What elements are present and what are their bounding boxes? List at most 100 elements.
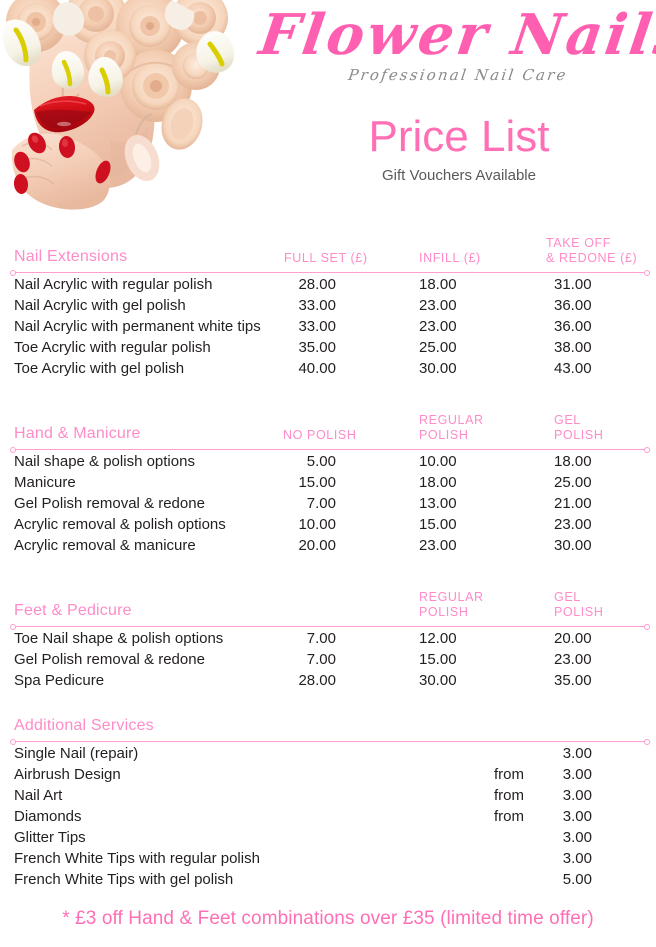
- table-row: French White Tips with gel polish 5.00: [0, 871, 656, 892]
- price-col-3: 21.00: [554, 495, 592, 512]
- price-col-1: 7.00: [306, 651, 336, 668]
- table-row: Toe Nail shape & polish options 7.00 12.…: [0, 630, 656, 651]
- divider-knob-right-icon: [644, 738, 650, 745]
- hand-with-red-nails: [11, 132, 111, 210]
- divider-bar: [15, 626, 645, 627]
- from-label: from: [494, 787, 524, 804]
- column-header-3: TAKE OFF & REDONE (£): [546, 236, 638, 265]
- table-row: Gel Polish removal & redone 7.00 13.00 2…: [0, 495, 656, 516]
- from-label: from: [494, 808, 524, 825]
- table-row: Acrylic removal & polish options 10.00 1…: [0, 516, 656, 537]
- divider-knob-right-icon: [644, 623, 650, 630]
- price-amount: 3.00: [562, 766, 592, 783]
- section-divider: [10, 268, 650, 277]
- divider-bar: [15, 741, 645, 742]
- price-col-1: 7.00: [306, 630, 336, 647]
- service-label: Nail Acrylic with permanent white tips: [14, 318, 261, 335]
- section-feet-pedicure: Feet & Pedicure REGULAR POLISH GEL POLIS…: [0, 576, 656, 693]
- divider-knob-right-icon: [644, 269, 650, 276]
- service-label: Nail shape & polish options: [14, 453, 195, 470]
- column-header-2: INFILL (£): [419, 251, 481, 265]
- section-divider: [10, 737, 650, 746]
- from-label: from: [494, 766, 524, 783]
- page-title: Price List: [368, 112, 550, 161]
- column-header-1: NO POLISH: [283, 428, 357, 442]
- table-row: Airbrush Design from 3.00: [0, 766, 656, 787]
- price-col-2: 10.00: [419, 453, 457, 470]
- section-divider: [10, 445, 650, 454]
- price-col-1: 20.00: [298, 537, 336, 554]
- table-row: Diamonds from 3.00: [0, 808, 656, 829]
- price-col-1: 33.00: [298, 297, 336, 314]
- price-col-3: 30.00: [554, 537, 592, 554]
- price-col-1: 28.00: [298, 276, 336, 293]
- table-row: Gel Polish removal & redone 7.00 15.00 2…: [0, 651, 656, 672]
- table-row: Nail Acrylic with gel polish 33.00 23.00…: [0, 297, 656, 318]
- table-row: Glitter Tips 3.00: [0, 829, 656, 850]
- price-col-2: 23.00: [419, 537, 457, 554]
- price-col-3: 23.00: [554, 651, 592, 668]
- service-label: Toe Nail shape & polish options: [14, 630, 224, 647]
- price-amount: 5.00: [562, 871, 592, 888]
- woman-with-flowers-illustration: [0, 0, 248, 212]
- price-col-1: 33.00: [298, 318, 336, 335]
- price-col-3: 35.00: [554, 672, 592, 689]
- table-row: Manicure 15.00 18.00 25.00: [0, 474, 656, 495]
- price-col-2: 18.00: [419, 474, 457, 491]
- price-col-3: 20.00: [554, 630, 592, 647]
- service-label: Airbrush Design: [14, 766, 121, 783]
- price-col-2: 30.00: [419, 360, 457, 377]
- service-label: Glitter Tips: [14, 829, 86, 846]
- service-label: French White Tips with regular polish: [14, 850, 260, 867]
- section-title: Additional Services: [14, 717, 154, 734]
- column-header-2: REGULAR POLISH: [419, 590, 484, 619]
- section-rows: Toe Nail shape & polish options 7.00 12.…: [0, 622, 656, 693]
- brand-name: Flower Nails: [255, 2, 656, 68]
- service-label: Toe Acrylic with gel polish: [14, 360, 185, 377]
- price-amount: 3.00: [562, 829, 592, 846]
- price-col-3: 43.00: [554, 360, 592, 377]
- column-header-3: GEL POLISH: [554, 413, 604, 442]
- calla-lily-cluster: [2, 0, 235, 97]
- column-header-1: FULL SET (£): [284, 251, 368, 265]
- column-header-3: GEL POLISH: [554, 590, 604, 619]
- price-col-3: 23.00: [554, 516, 592, 533]
- price-amount: 3.00: [562, 808, 592, 825]
- service-label: Spa Pedicure: [14, 672, 105, 689]
- price-col-3: 36.00: [554, 297, 592, 314]
- divider-bar: [15, 449, 645, 450]
- section-additional-services: Additional Services Single Nail (repair)…: [0, 705, 656, 892]
- section-title: Feet & Pedicure: [14, 602, 132, 619]
- price-col-3: 36.00: [554, 318, 592, 335]
- table-row: Nail Art from 3.00: [0, 787, 656, 808]
- table-row: Acrylic removal & manicure 20.00 23.00 3…: [0, 537, 656, 558]
- section-title: Nail Extensions: [14, 248, 128, 265]
- footer-offer-note: * £3 off Hand & Feet combinations over £…: [62, 908, 594, 929]
- table-row: French White Tips with regular polish 3.…: [0, 850, 656, 871]
- title-block: Price List Gift Vouchers Available: [262, 112, 656, 186]
- section-rows: Nail Acrylic with regular polish 28.00 1…: [0, 268, 656, 381]
- table-row: Spa Pedicure 28.00 30.00 35.00: [0, 672, 656, 693]
- table-row: Nail Acrylic with regular polish 28.00 1…: [0, 276, 656, 297]
- table-row: Toe Acrylic with gel polish 40.00 30.00 …: [0, 360, 656, 381]
- price-col-2: 15.00: [419, 651, 457, 668]
- service-label: Nail Acrylic with regular polish: [14, 276, 213, 293]
- service-label: Nail Art: [14, 787, 63, 804]
- service-label: Toe Acrylic with regular polish: [14, 339, 211, 356]
- price-col-1: 7.00: [306, 495, 336, 512]
- page-header: Flower Nails Professional Nail Care Pric…: [0, 0, 656, 222]
- price-col-2: 13.00: [419, 495, 457, 512]
- price-col-1: 5.00: [306, 453, 336, 470]
- service-label: Gel Polish removal & redone: [14, 495, 205, 512]
- table-row: Single Nail (repair) 3.00: [0, 745, 656, 766]
- service-label: Acrylic removal & polish options: [14, 516, 226, 533]
- price-col-1: 28.00: [298, 672, 336, 689]
- price-col-2: 30.00: [419, 672, 457, 689]
- service-label: Manicure: [14, 474, 76, 491]
- table-row: Nail shape & polish options 5.00 10.00 1…: [0, 453, 656, 474]
- price-col-3: 38.00: [554, 339, 592, 356]
- price-col-2: 23.00: [419, 297, 457, 314]
- price-amount: 3.00: [562, 787, 592, 804]
- section-header: Hand & Manicure NO POLISH REGULAR POLISH…: [0, 399, 656, 445]
- red-lips: [34, 96, 95, 133]
